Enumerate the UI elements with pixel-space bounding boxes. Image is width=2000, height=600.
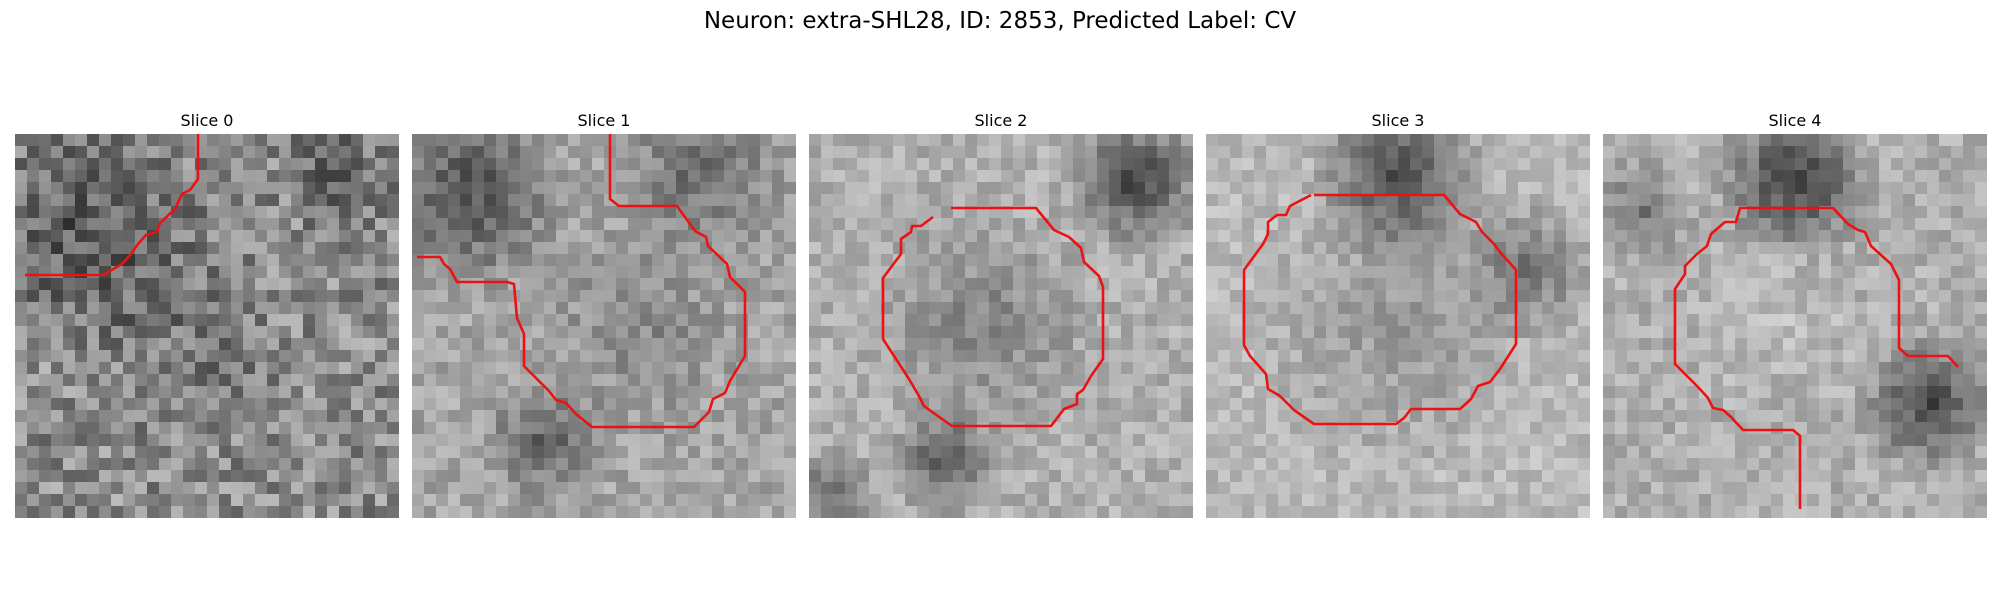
slice-image-1 (412, 134, 796, 518)
slice-panel-0: Slice 0 (15, 108, 399, 518)
slice-panel-3: Slice 3 (1206, 108, 1590, 518)
slice-title-4: Slice 4 (1768, 111, 1822, 130)
slice-svg-0 (15, 134, 399, 518)
slice-svg-2 (809, 134, 1193, 518)
em-pixel-grid-0 (15, 134, 399, 518)
em-pixel-grid-3 (1206, 134, 1590, 518)
segmentation-contour-3 (1242, 193, 1518, 426)
slice-panel-4: Slice 4 (1603, 108, 1987, 518)
segmentation-contour-4 (1673, 206, 1959, 509)
segmentation-contour-0 (25, 134, 200, 277)
slice-title-1: Slice 1 (577, 111, 631, 130)
slice-panel-1: Slice 1 (412, 108, 796, 518)
em-pixel-grid-1 (412, 134, 796, 518)
slice-svg-4 (1603, 134, 1987, 518)
slice-title-3: Slice 3 (1371, 111, 1425, 130)
slice-image-0 (15, 134, 399, 518)
slice-image-2 (809, 134, 1193, 518)
slice-title-2: Slice 2 (974, 111, 1028, 130)
slice-svg-1 (412, 134, 796, 518)
segmentation-contour-2 (881, 206, 1105, 428)
slice-image-3 (1206, 134, 1590, 518)
figure-title: Neuron: extra-SHL28, ID: 2853, Predicted… (703, 8, 1297, 34)
slice-panel-2: Slice 2 (809, 108, 1193, 518)
slice-image-4 (1603, 134, 1987, 518)
slice-title-0: Slice 0 (180, 111, 234, 130)
slice-svg-3 (1206, 134, 1590, 518)
em-pixel-grid-4 (1603, 134, 1987, 518)
em-pixel-grid-2 (809, 134, 1193, 518)
segmentation-contour-1 (417, 134, 747, 429)
